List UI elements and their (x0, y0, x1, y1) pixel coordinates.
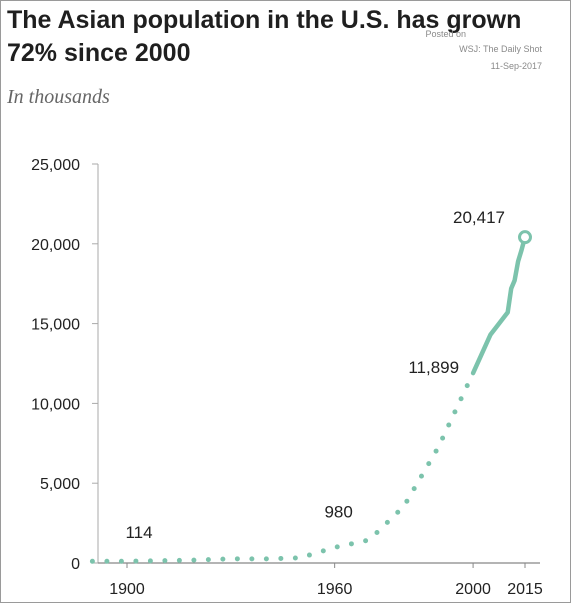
series-line-solid (470, 234, 528, 376)
data-label: 114 (125, 523, 152, 542)
y-tick-label: 25,000 (31, 157, 80, 174)
end-point-marker (518, 230, 532, 245)
x-tick-label: 1960 (317, 581, 353, 598)
data-label: 980 (324, 502, 352, 521)
source-publication: WSJ: The Daily Shot (459, 44, 542, 54)
data-label: 11,899 (408, 358, 459, 377)
source-posted-on: Posted on (425, 29, 466, 39)
chart-title: The Asian population in the U.S. has gro… (7, 6, 522, 67)
y-tick-label: 10,000 (31, 396, 80, 413)
x-tick-label: 2000 (455, 581, 491, 598)
y-tick-label: 0 (71, 556, 80, 573)
series-line-dotted (89, 370, 476, 564)
x-tick-label: 2015 (507, 581, 543, 598)
chart-subtitle: In thousands (7, 86, 110, 108)
y-tick-label: 5,000 (40, 476, 80, 493)
y-tick-label: 15,000 (31, 317, 80, 334)
y-tick-label: 20,000 (31, 237, 80, 254)
x-tick-label: 1900 (109, 581, 145, 598)
source-date: 11-Sep-2017 (490, 61, 542, 71)
data-label: 20,417 (453, 208, 505, 227)
